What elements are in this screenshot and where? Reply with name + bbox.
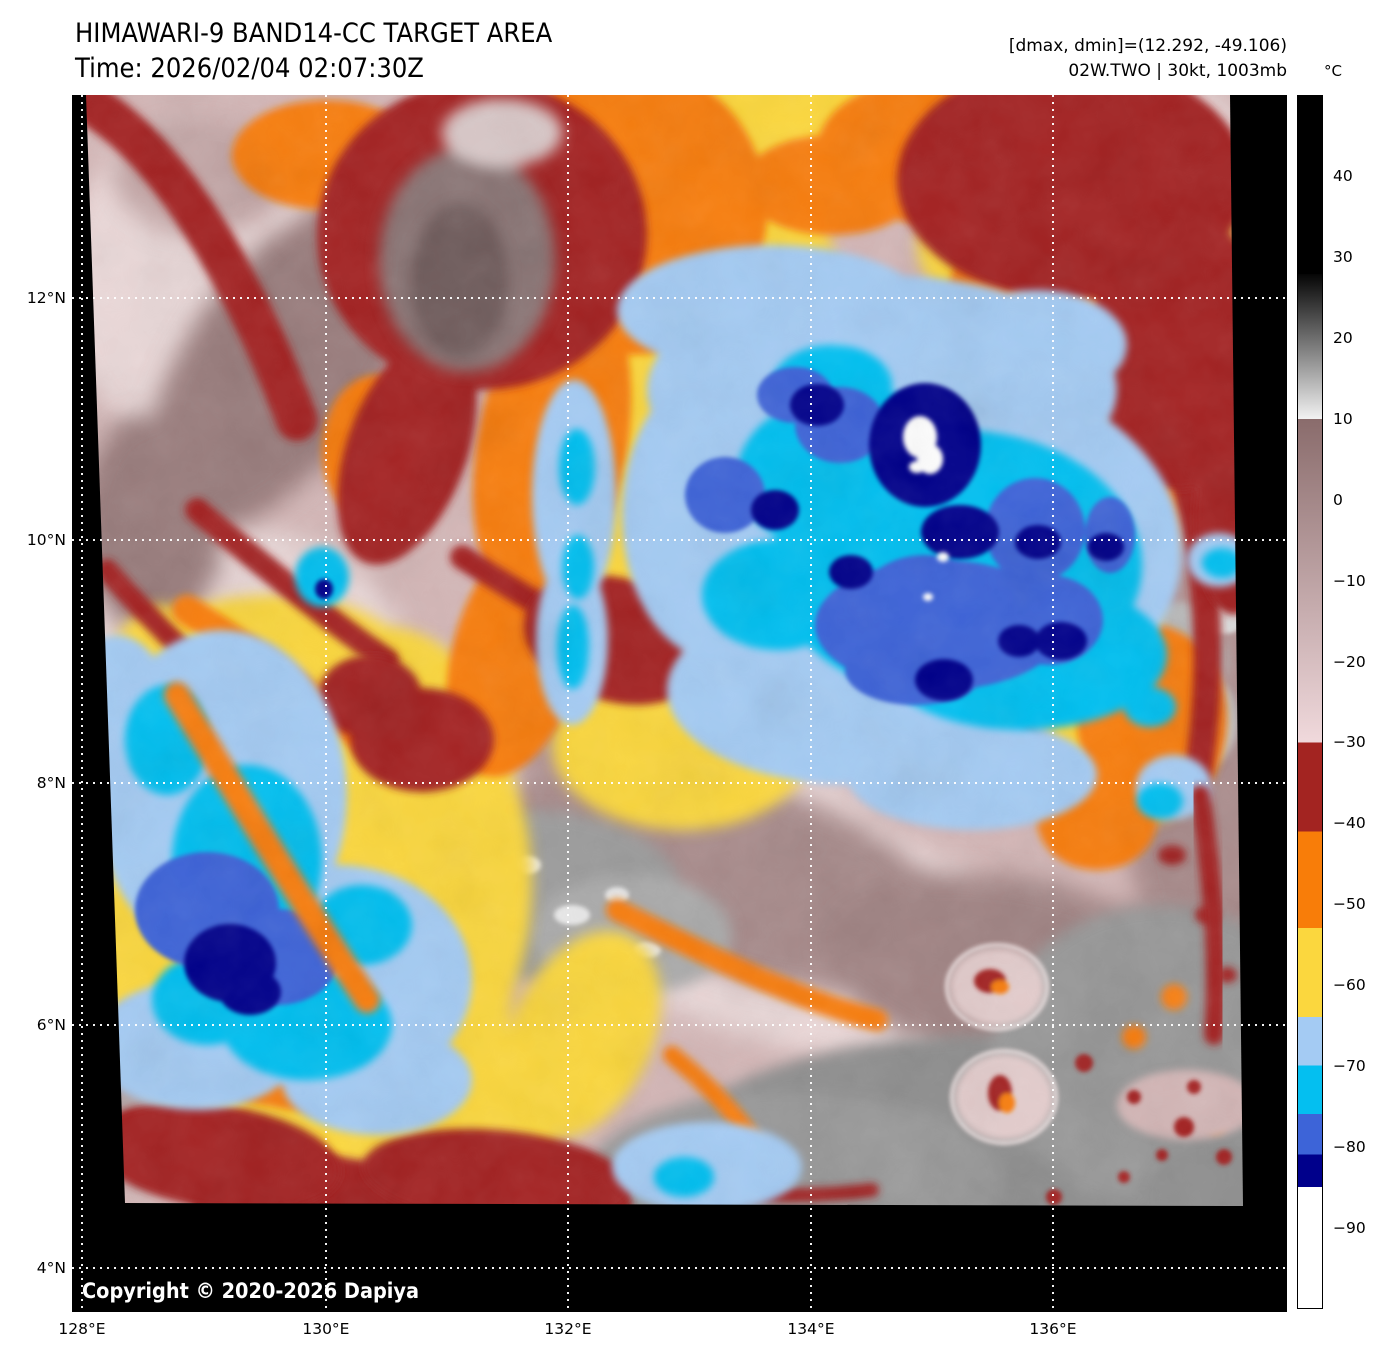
colorbar-tick-label: 10: [1333, 409, 1353, 428]
gridline-vertical: [566, 95, 569, 1312]
gridline-vertical: [324, 95, 327, 1312]
colorbar-tick-label: −10: [1333, 571, 1366, 590]
copyright-notice: Copyright © 2020-2026 Dapiya: [82, 1279, 420, 1303]
y-axis-tick-label: 4°N: [36, 1259, 66, 1278]
colorbar-gradient: [1298, 96, 1322, 1308]
gridline-vertical: [1051, 95, 1054, 1312]
colorbar-tick-label: 0: [1333, 490, 1343, 509]
colorbar-tick-label: 40: [1333, 166, 1353, 185]
map-plot-area: Copyright © 2020-2026 Dapiya: [72, 95, 1287, 1312]
gridline-horizontal: [72, 539, 1287, 542]
x-axis-tick-label: 132°E: [544, 1320, 592, 1338]
y-axis-tick-label: 10°N: [26, 531, 66, 550]
colorbar-tick-label: −70: [1333, 1057, 1366, 1076]
gridline-vertical: [809, 95, 812, 1312]
storm-intensity-readout: 02W.TWO | 30kt, 1003mb: [1068, 61, 1287, 81]
satellite-infrared-image: [86, 95, 1243, 1206]
colorbar-tick-label: −60: [1333, 976, 1366, 995]
gridline-horizontal: [72, 1024, 1287, 1027]
colorbar-tick-label: −40: [1333, 814, 1366, 833]
dmax-dmin-readout: [dmax, dmin]=(12.292, -49.106): [1008, 36, 1287, 56]
gridline-horizontal: [72, 1267, 1287, 1270]
x-axis-tick-label: 136°E: [1029, 1320, 1077, 1338]
x-axis-tick-label: 134°E: [787, 1320, 835, 1338]
colorbar-tick-label: −90: [1333, 1219, 1366, 1238]
colorbar-tick-label: −50: [1333, 895, 1366, 914]
x-axis-tick-label: 130°E: [302, 1320, 350, 1338]
colorbar-tick-label: 30: [1333, 247, 1353, 266]
temperature-colorbar: [1297, 95, 1323, 1309]
colorbar-tick-label: 20: [1333, 328, 1353, 347]
y-axis-tick-label: 12°N: [26, 288, 66, 307]
y-axis-tick-label: 8°N: [36, 773, 66, 792]
y-axis-tick-label: 6°N: [36, 1016, 66, 1035]
gridline-horizontal: [72, 296, 1287, 299]
colorbar-tick-label: −30: [1333, 733, 1366, 752]
timestamp: Time: 2026/02/04 02:07:30Z: [75, 53, 424, 84]
page-title: HIMAWARI-9 BAND14-CC TARGET AREA: [75, 18, 553, 49]
annotation-block: [dmax, dmin]=(12.292, -49.106) 02W.TWO |…: [1009, 34, 1287, 84]
colorbar-tick-label: −80: [1333, 1138, 1366, 1157]
colorbar-unit-label: °C: [1324, 62, 1342, 80]
title-block: HIMAWARI-9 BAND14-CC TARGET AREA Time: 2…: [75, 16, 552, 86]
gridline-vertical: [80, 95, 83, 1312]
colorbar-tick-label: −20: [1333, 652, 1366, 671]
x-axis-tick-label: 128°E: [58, 1320, 106, 1338]
gridline-horizontal: [72, 781, 1287, 784]
